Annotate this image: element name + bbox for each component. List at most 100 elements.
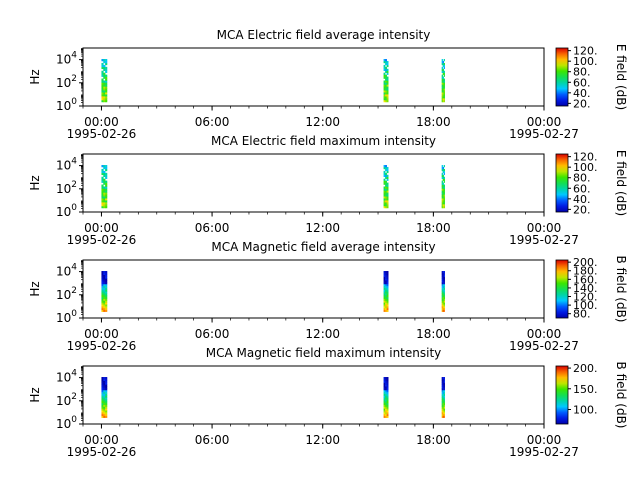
spectrogram-cell — [105, 393, 108, 396]
spectrogram-cell — [385, 388, 387, 391]
spectrogram-cell — [383, 66, 386, 70]
y-tick-exponent: 0 — [71, 309, 77, 319]
spectrogram-cell — [383, 285, 386, 288]
spectrogram-cell — [443, 388, 445, 391]
spectrogram-cell — [441, 76, 443, 79]
colorbar — [555, 259, 569, 319]
spectrogram-cell — [105, 295, 108, 298]
spectrogram-cell — [383, 404, 386, 407]
spectrogram-cell — [385, 62, 387, 66]
spectrogram-cell — [103, 386, 106, 389]
spectrogram-cell — [386, 72, 389, 75]
spectrogram-cell — [101, 306, 104, 309]
spectrogram-cell — [105, 194, 108, 197]
spectrogram-cell — [386, 186, 389, 189]
spectrogram-cell — [383, 289, 386, 292]
spectrogram-cell — [103, 188, 106, 191]
spectrogram-cell — [442, 190, 444, 193]
spectrogram-cell — [101, 302, 104, 305]
spectrogram-cell — [105, 406, 108, 409]
spectrogram-cell — [103, 98, 106, 101]
spectrogram-cell — [442, 309, 444, 312]
spectrogram-cell — [385, 401, 387, 404]
spectrogram-cell — [441, 415, 443, 418]
spectrogram-cell — [442, 64, 444, 68]
panel-4: MCA Magnetic field maximum intensity1001… — [28, 346, 628, 459]
spectrogram-cell — [441, 377, 443, 380]
spectrogram-cell — [101, 90, 104, 93]
colorbar-label: E field (dB) — [614, 150, 628, 216]
spectrogram-cell — [103, 204, 106, 207]
y-tick-label: 102 — [56, 286, 77, 302]
spectrogram-cell — [385, 397, 387, 400]
spectrogram-cell — [443, 276, 445, 279]
spectrogram-cell — [101, 72, 104, 75]
spectrogram-cell — [386, 272, 389, 276]
spectrogram-cell — [385, 406, 387, 409]
y-axis-label: Hz — [28, 175, 42, 190]
y-tick-label: 102 — [56, 392, 77, 408]
spectrogram-cell — [101, 94, 104, 97]
spectrogram-cell — [103, 205, 106, 209]
spectrogram-cell — [101, 386, 104, 389]
spectrogram-cell — [441, 98, 443, 101]
spectrogram-cell — [443, 200, 445, 203]
spectrogram-cell — [101, 59, 104, 62]
spectrogram-cell — [103, 289, 106, 292]
spectrogram-cell — [441, 94, 443, 97]
spectrogram-cell — [443, 274, 445, 277]
x-tick-label: 12:00 — [305, 433, 340, 447]
colorbar-tick-label: 180. — [573, 265, 598, 278]
spectrogram-cell — [103, 404, 106, 407]
spectrogram-cell — [103, 395, 106, 398]
spectrogram-cell — [385, 168, 387, 172]
spectrogram-cell — [442, 70, 444, 73]
colorbar-tick-label: 80. — [573, 172, 591, 185]
spectrogram-cell — [101, 395, 104, 398]
spectrogram-cell — [441, 393, 443, 396]
spectrogram-cell — [386, 184, 389, 187]
spectrogram-cell — [443, 272, 445, 276]
spectrogram-cell — [441, 291, 443, 294]
spectrogram-cell — [386, 380, 389, 383]
spectrogram-cell — [442, 200, 444, 203]
spectrogram-cell — [383, 276, 386, 279]
x-tick-label: 06:00 — [195, 327, 230, 341]
spectrogram-cell — [383, 272, 386, 276]
panel-title: MCA Magnetic field average intensity — [211, 240, 435, 254]
spectrogram-cell — [443, 386, 445, 389]
spectrogram-cell — [386, 62, 389, 66]
spectrogram-cell — [383, 271, 386, 274]
spectrogram-cell — [442, 283, 444, 287]
spectrogram-cell — [386, 282, 389, 285]
spectrogram-cell — [385, 283, 387, 287]
spectrogram-cell — [443, 196, 445, 199]
spectrogram-cell — [103, 76, 106, 79]
spectrogram-cell — [103, 406, 106, 409]
colorbar-label: B field (dB) — [614, 256, 628, 323]
spectrogram-cell — [103, 384, 106, 387]
spectrogram-cell — [386, 306, 389, 309]
spectrogram-cell — [103, 302, 106, 305]
spectrogram-cell — [386, 70, 389, 73]
spectrogram-cell — [442, 166, 444, 170]
spectrogram-cell — [103, 306, 106, 309]
spectrogram-cell — [443, 204, 445, 207]
spectrogram-cell — [385, 172, 387, 176]
spectrogram-cell — [101, 198, 104, 201]
spectrogram-cell — [101, 404, 104, 407]
spectrogram-cell — [385, 82, 387, 85]
spectrogram-cell — [386, 94, 389, 97]
x-tick-label: 18:00 — [416, 327, 451, 341]
spectrogram-cell — [105, 94, 108, 97]
x-tick-label: 18:00 — [416, 221, 451, 235]
spectrogram-cell — [101, 194, 104, 197]
spectrogram-cell — [383, 380, 386, 383]
spectrogram-cell — [442, 92, 444, 95]
spectrogram-cell — [103, 72, 106, 75]
spectrogram-cell — [385, 78, 387, 81]
spectrogram-cell — [442, 82, 444, 85]
spectrogram-cell — [101, 180, 104, 183]
spectrogram-cell — [443, 80, 445, 83]
spectrogram-cell — [441, 96, 443, 99]
